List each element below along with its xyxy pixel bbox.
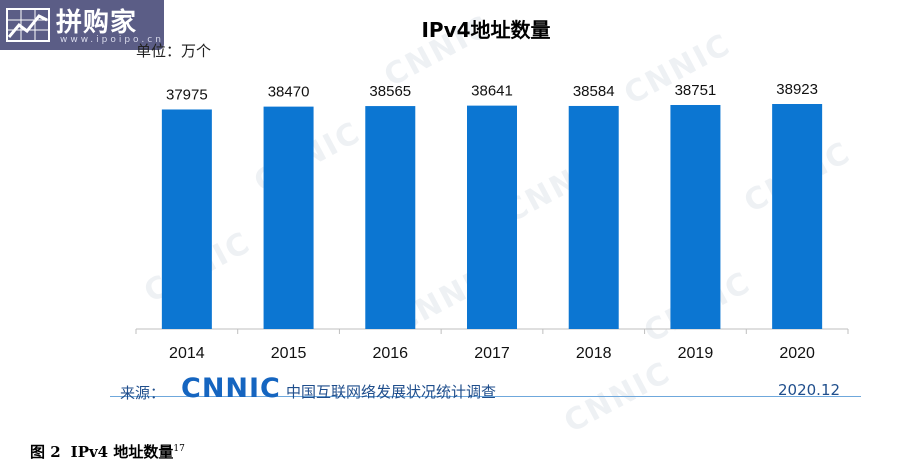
figure-caption: 图 2 IPv4 地址数量17 [30, 441, 185, 462]
x-tick-label-2017: 2017 [474, 345, 510, 362]
source-date: 2020.12 [778, 381, 841, 399]
x-tick-label-2020: 2020 [779, 345, 815, 362]
data-label-2014: 37975 [166, 86, 208, 103]
bar-2015 [263, 106, 314, 330]
x-tick-label-2016: 2016 [372, 345, 408, 362]
data-label-2020: 38923 [776, 81, 818, 98]
data-label-2015: 38470 [268, 84, 310, 101]
bar-2018 [568, 105, 619, 329]
bar-2016 [365, 106, 416, 329]
bar-2019 [670, 104, 721, 330]
bar-2020 [772, 104, 823, 329]
data-label-2019: 38751 [675, 82, 717, 99]
chart-unit: 单位：万个 [136, 42, 212, 60]
logo-url: www.ipoipo.cn [60, 35, 164, 45]
survey-name: 中国互联网络发展状况统计调查 [286, 383, 497, 401]
bar-2014 [161, 109, 212, 330]
x-tick-label-2015: 2015 [271, 345, 307, 362]
x-tick-label-2014: 2014 [169, 345, 205, 362]
x-tick-label-2019: 2019 [678, 345, 714, 362]
figure-title: IPv4 地址数量 [70, 443, 174, 461]
source-label: 来源： [120, 384, 166, 402]
data-label-2017: 38641 [471, 83, 513, 100]
bar-2017 [467, 105, 517, 329]
figure-number: 图 2 [30, 443, 61, 461]
source-divider [110, 396, 861, 397]
data-label-2018: 38584 [573, 83, 615, 100]
data-label-2016: 38565 [369, 83, 411, 100]
chart-title: IPv4地址数量 [421, 18, 551, 42]
logo-text: 拼购家 [56, 8, 138, 38]
cnnic-logo: CNNIC [181, 373, 281, 404]
footnote-marker: 17 [173, 444, 185, 454]
x-tick-label-2018: 2018 [576, 345, 612, 362]
chart-logo-icon [6, 8, 50, 42]
site-logo[interactable]: 拼购家 www.ipoipo.cn [0, 0, 164, 50]
